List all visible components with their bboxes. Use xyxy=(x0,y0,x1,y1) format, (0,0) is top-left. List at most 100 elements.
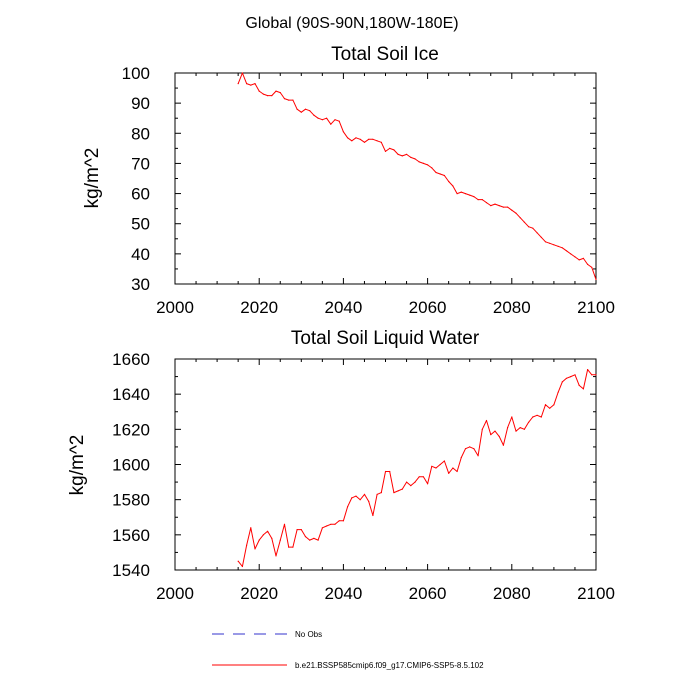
data-point xyxy=(481,199,483,201)
data-point xyxy=(427,164,429,166)
data-point xyxy=(549,407,551,409)
data-point xyxy=(557,245,559,247)
chart-title: Total Soil Ice xyxy=(331,44,439,65)
y-tick-label: 40 xyxy=(131,245,150,264)
data-point xyxy=(515,430,517,432)
y-tick-label: 1620 xyxy=(112,420,150,439)
data-point xyxy=(469,194,471,196)
data-point xyxy=(363,141,366,143)
series-group xyxy=(237,369,597,568)
y-tick-label: 30 xyxy=(131,275,150,294)
y-tick-label: 1580 xyxy=(112,491,150,510)
data-point xyxy=(262,93,264,95)
data-point xyxy=(460,191,462,193)
data-point xyxy=(309,539,311,541)
suptitle: Global (90S-90N,180W-180E) xyxy=(245,15,458,32)
data-point xyxy=(372,138,374,140)
data-point xyxy=(246,83,248,85)
data-point xyxy=(397,490,399,492)
data-point xyxy=(528,421,530,423)
data-point xyxy=(250,84,252,86)
series-points xyxy=(237,369,597,568)
data-point xyxy=(494,430,496,432)
data-point xyxy=(452,467,454,469)
axis-ticks: 2000 2020 2040 2060 2080 2100 1540 1560 1580 1600… xyxy=(112,350,615,603)
data-point xyxy=(587,369,589,371)
data-point xyxy=(494,203,496,205)
data-point xyxy=(414,481,416,483)
y-tick-label: 1660 xyxy=(112,350,150,369)
data-point xyxy=(418,161,420,163)
data-point xyxy=(406,481,408,483)
data-point xyxy=(414,158,416,160)
data-point xyxy=(300,529,302,531)
data-point xyxy=(456,470,458,473)
data-point xyxy=(435,467,437,469)
x-tick-label: 2060 xyxy=(409,298,447,317)
data-point xyxy=(485,419,488,422)
axis-ticks: 2000 2020 2040 2060 2080 2100 30 40 50 60 70 80 90 10… xyxy=(122,64,615,317)
data-point xyxy=(519,217,521,219)
data-point xyxy=(326,117,328,119)
data-point xyxy=(347,137,349,139)
y-tick-label: 90 xyxy=(131,94,150,113)
plot-frame xyxy=(174,358,597,571)
data-point xyxy=(528,226,530,228)
data-point xyxy=(485,202,488,204)
x-tick-label: 2100 xyxy=(577,298,615,317)
data-point xyxy=(330,523,332,525)
data-point xyxy=(431,167,433,169)
series-line xyxy=(237,369,596,567)
data-point xyxy=(435,171,437,174)
data-point xyxy=(553,404,555,406)
data-point xyxy=(406,153,408,155)
data-point xyxy=(490,434,492,436)
data-point xyxy=(393,492,395,494)
data-point xyxy=(300,111,302,113)
chart-title: Total Soil Liquid Water xyxy=(291,328,480,349)
data-point xyxy=(515,212,517,214)
plot-frame xyxy=(174,72,597,285)
data-point xyxy=(443,460,445,462)
x-tick-label: 2020 xyxy=(240,584,278,603)
data-point xyxy=(561,247,563,249)
y-tick-label: 50 xyxy=(131,215,150,234)
data-point xyxy=(507,206,509,208)
data-point xyxy=(595,278,597,281)
data-point xyxy=(254,548,256,550)
data-point xyxy=(359,499,361,501)
x-tick-label: 2080 xyxy=(493,584,531,603)
data-point xyxy=(380,492,382,494)
data-point xyxy=(507,427,509,429)
data-point xyxy=(439,463,441,466)
data-point xyxy=(372,514,374,517)
data-point xyxy=(511,416,513,418)
data-point xyxy=(380,141,382,143)
data-point xyxy=(443,174,445,177)
data-point xyxy=(498,435,500,437)
data-point xyxy=(473,448,475,450)
data-point xyxy=(237,83,239,85)
data-point xyxy=(418,476,420,478)
data-point xyxy=(464,448,467,450)
data-point xyxy=(544,404,547,406)
data-point xyxy=(540,236,542,238)
data-point xyxy=(549,242,551,244)
data-point xyxy=(338,520,340,522)
data-point xyxy=(448,472,450,474)
data-point xyxy=(262,534,264,536)
data-point xyxy=(241,72,243,74)
y-axis-label: kg/m^2 xyxy=(67,435,88,496)
data-point xyxy=(258,539,260,541)
data-point xyxy=(431,465,433,467)
x-tick-label: 2040 xyxy=(324,584,362,603)
data-point xyxy=(292,546,294,548)
data-point xyxy=(544,241,547,243)
data-point xyxy=(288,546,290,548)
data-point xyxy=(473,196,475,198)
y-tick-label: 100 xyxy=(122,64,150,83)
data-point xyxy=(477,455,479,457)
data-point xyxy=(250,527,252,529)
data-point xyxy=(502,444,504,446)
y-tick-label: 1540 xyxy=(112,561,150,580)
